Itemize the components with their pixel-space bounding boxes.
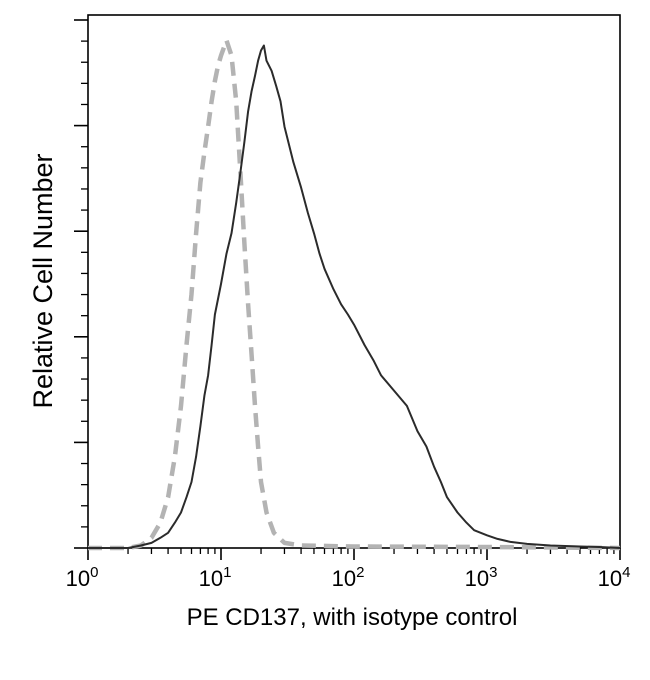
series-layer [88,38,621,551]
x-axis-ticks [87,548,621,560]
x-tick-label: 100 [66,564,99,591]
isotype-control-curve [88,38,621,551]
plot-frame [87,14,621,549]
x-tick-label: 104 [598,564,631,591]
x-tick-labels: 100 101 102 103 104 [66,564,631,591]
y-axis-label: Relative Cell Number [28,153,58,408]
pe-cd137-curve [88,44,621,549]
x-tick-label: 103 [465,564,498,591]
y-axis-ticks [74,19,88,549]
x-tick-label: 102 [332,564,365,591]
x-tick-label: 101 [199,564,232,591]
x-axis-label: PE CD137, with isotype control [187,604,518,631]
